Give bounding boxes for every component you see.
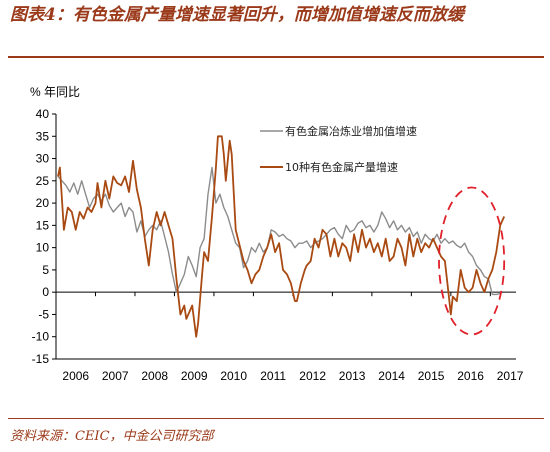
x-tick-label: 2008 xyxy=(141,369,168,383)
y-tick-label: 25 xyxy=(36,174,50,188)
legend: 有色金属冶炼业增加值增速 10种有色金属产量增速 xyxy=(260,124,417,174)
x-tick-label: 2014 xyxy=(378,369,405,383)
y-tick-label: 35 xyxy=(36,129,50,143)
y-tick-label: -10 xyxy=(32,330,50,344)
x-tick-label: 2010 xyxy=(220,369,247,383)
source-note: 资料来源：CEIC，中金公司研究部 xyxy=(10,429,214,444)
title-divider xyxy=(8,56,544,58)
series-line-output xyxy=(57,135,506,338)
y-tick-labels: -15 -10 -5 0 5 10 15 20 25 30 35 40 xyxy=(32,107,56,366)
highlight-ellipse xyxy=(438,186,506,336)
y-tick-label: -5 xyxy=(38,307,49,321)
y-tick-label: 15 xyxy=(36,218,50,232)
y-tick-label: 20 xyxy=(36,196,50,210)
x-tick-label: 2012 xyxy=(299,369,326,383)
x-tick-label: 2015 xyxy=(418,369,445,383)
source-divider xyxy=(8,418,544,419)
y-tick-label: 40 xyxy=(36,107,50,121)
x-tick-label: 2016 xyxy=(457,369,484,383)
y-tick-label: 0 xyxy=(42,285,49,299)
y-tick-label: 10 xyxy=(36,241,50,255)
series-lines xyxy=(57,135,506,338)
legend-label-output: 10种有色金属产量增速 xyxy=(285,160,398,174)
figure-title: 图表4：有色金属产量增速显著回升，而增加值增速反而放缓 xyxy=(10,5,464,25)
y-tick-label: -15 xyxy=(32,352,50,366)
legend-label-value-added: 有色金属冶炼业增加值增速 xyxy=(285,124,417,138)
y-tick-label: 30 xyxy=(36,152,50,166)
x-tick-label: 2017 xyxy=(497,369,524,383)
axes xyxy=(55,114,516,360)
x-tick-label: 2013 xyxy=(339,369,366,383)
y-axis-label: % 年同比 xyxy=(30,85,80,99)
y-tick-label: 5 xyxy=(42,263,49,277)
x-tick-label: 2006 xyxy=(62,369,89,383)
x-tick-label: 2009 xyxy=(181,369,208,383)
x-tick-label: 2007 xyxy=(102,369,129,383)
x-tick-labels: 2006 2007 2008 2009 2010 2011 2012 2013 2014 2015… xyxy=(55,292,524,383)
series-line-value-added xyxy=(57,166,501,296)
x-tick-label: 2011 xyxy=(260,369,286,383)
